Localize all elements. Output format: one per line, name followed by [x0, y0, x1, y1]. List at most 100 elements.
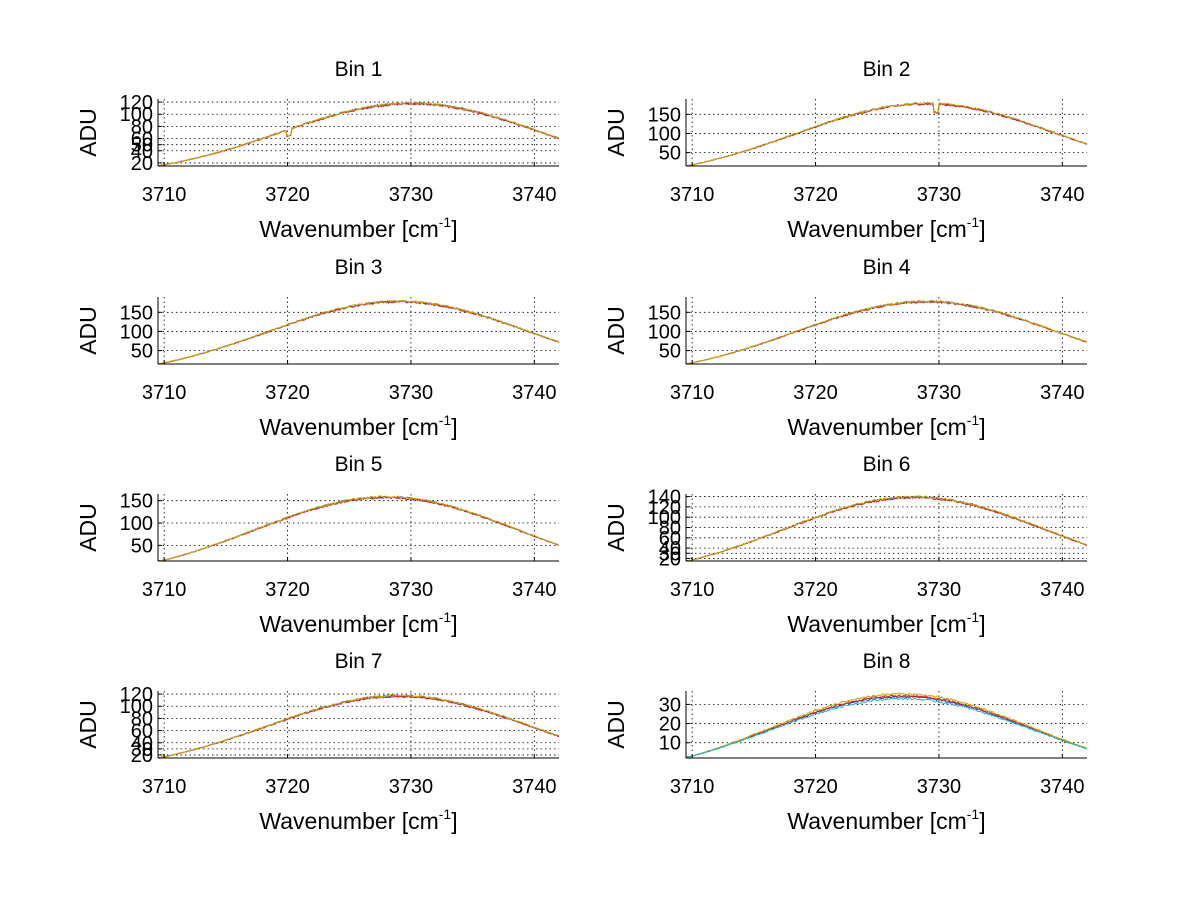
series-line-blue	[685, 495, 1088, 562]
x-axis-label-close: ]	[979, 216, 985, 242]
x-tick-label: 3740	[512, 184, 557, 206]
x-axis-label-main: Wavenumber [cm	[787, 414, 966, 440]
series-line-blue	[685, 102, 1088, 167]
series-line-yellow	[157, 299, 560, 365]
x-axis-label-close: ]	[979, 808, 985, 834]
x-axis-label-main: Wavenumber [cm	[787, 216, 966, 242]
y-tick-label: 60	[659, 528, 681, 550]
x-axis-label-main: Wavenumber [cm	[259, 414, 438, 440]
y-tick-label: 80	[131, 708, 153, 730]
x-axis-label-sup: -1	[967, 412, 980, 428]
x-axis-label: Wavenumber [cm-1]	[787, 609, 985, 637]
series-line-yellow	[685, 692, 1088, 758]
x-axis-label-sup: -1	[439, 806, 452, 822]
series-line-red	[685, 102, 1088, 167]
y-tick-label: 120	[120, 92, 153, 114]
x-tick-label: 3720	[793, 382, 838, 404]
panel-title: Bin 8	[863, 650, 911, 673]
x-tick-label: 3730	[389, 382, 434, 404]
x-tick-label: 3740	[1040, 579, 1085, 601]
x-axis-label-close: ]	[451, 611, 457, 637]
y-tick-label: 20	[659, 548, 681, 570]
y-tick-label: 20	[131, 153, 153, 175]
y-tick-label: 80	[659, 518, 681, 540]
x-tick-label: 3710	[670, 382, 715, 404]
y-tick-label: 150	[120, 302, 153, 324]
series-line-yellow	[686, 101, 1088, 167]
y-tick-label: 40	[131, 141, 153, 163]
y-tick-label: 60	[131, 129, 153, 151]
x-tick-label: 3710	[142, 382, 187, 404]
x-axis-label-close: ]	[451, 216, 457, 242]
y-tick-label: 40	[131, 733, 153, 755]
x-tick-label: 3710	[142, 579, 187, 601]
y-tick-label: 30	[659, 694, 681, 716]
y-axis-label: ADU	[75, 108, 101, 157]
panel-title: Bin 2	[863, 58, 911, 81]
x-tick-label: 3730	[917, 184, 962, 206]
y-axis-label: ADU	[603, 306, 629, 355]
y-tick-label: 150	[648, 104, 681, 126]
x-tick-label: 3720	[265, 776, 310, 798]
y-axis-label: ADU	[603, 503, 629, 552]
series-line-yellow	[157, 101, 560, 167]
series-line-blue	[157, 495, 560, 562]
x-axis-label-main: Wavenumber [cm	[259, 611, 438, 637]
y-tick-label: 150	[120, 491, 153, 513]
y-tick-label: 100	[120, 104, 153, 126]
panel-title: Bin 6	[863, 453, 911, 476]
x-axis-label-sup: -1	[439, 214, 452, 230]
panel-title: Bin 5	[335, 453, 383, 476]
x-tick-label: 3740	[512, 579, 557, 601]
series-line-cyan	[685, 697, 1088, 758]
x-tick-label: 3740	[1040, 382, 1085, 404]
y-tick-label: 10	[659, 733, 681, 755]
panel-title: Bin 3	[335, 256, 383, 279]
x-tick-label: 3720	[265, 579, 310, 601]
panel-title: Bin 4	[863, 256, 911, 279]
series-line-yellow	[685, 299, 1088, 365]
y-axis-label: ADU	[603, 108, 629, 157]
y-tick-label: 20	[131, 745, 153, 767]
x-axis-label-sup: -1	[439, 412, 452, 428]
y-tick-label: 100	[648, 321, 681, 343]
x-tick-label: 3730	[389, 776, 434, 798]
x-tick-label: 3740	[512, 776, 557, 798]
series-line-blue	[157, 300, 560, 365]
x-tick-label: 3730	[917, 776, 962, 798]
series-line-yellow	[685, 494, 1088, 562]
series-line-blue	[157, 101, 560, 167]
y-tick-label: 50	[659, 143, 681, 165]
x-tick-label: 3730	[389, 184, 434, 206]
x-tick-label: 3730	[917, 579, 962, 601]
y-tick-label: 100	[120, 513, 153, 535]
y-tick-label: 150	[648, 302, 681, 324]
series-line-yellow	[157, 693, 560, 759]
x-axis-label-main: Wavenumber [cm	[259, 808, 438, 834]
x-tick-label: 3710	[142, 776, 187, 798]
x-tick-label: 3740	[1040, 776, 1085, 798]
x-axis-label-close: ]	[451, 414, 457, 440]
x-axis-label-main: Wavenumber [cm	[787, 611, 966, 637]
y-tick-label: 50	[131, 341, 153, 363]
series-line-red	[685, 495, 1088, 562]
series-line-red	[157, 300, 560, 365]
y-tick-label: 60	[131, 721, 153, 743]
y-tick-label: 20	[659, 714, 681, 736]
series-line-red	[685, 694, 1088, 758]
series-line-blue	[685, 300, 1088, 365]
y-axis-label: ADU	[603, 700, 629, 749]
y-tick-label: 30	[659, 543, 681, 565]
y-axis-label: ADU	[75, 700, 101, 749]
x-tick-label: 3720	[793, 184, 838, 206]
x-tick-label: 3710	[670, 579, 715, 601]
x-tick-label: 3720	[793, 776, 838, 798]
x-tick-label: 3740	[512, 382, 557, 404]
